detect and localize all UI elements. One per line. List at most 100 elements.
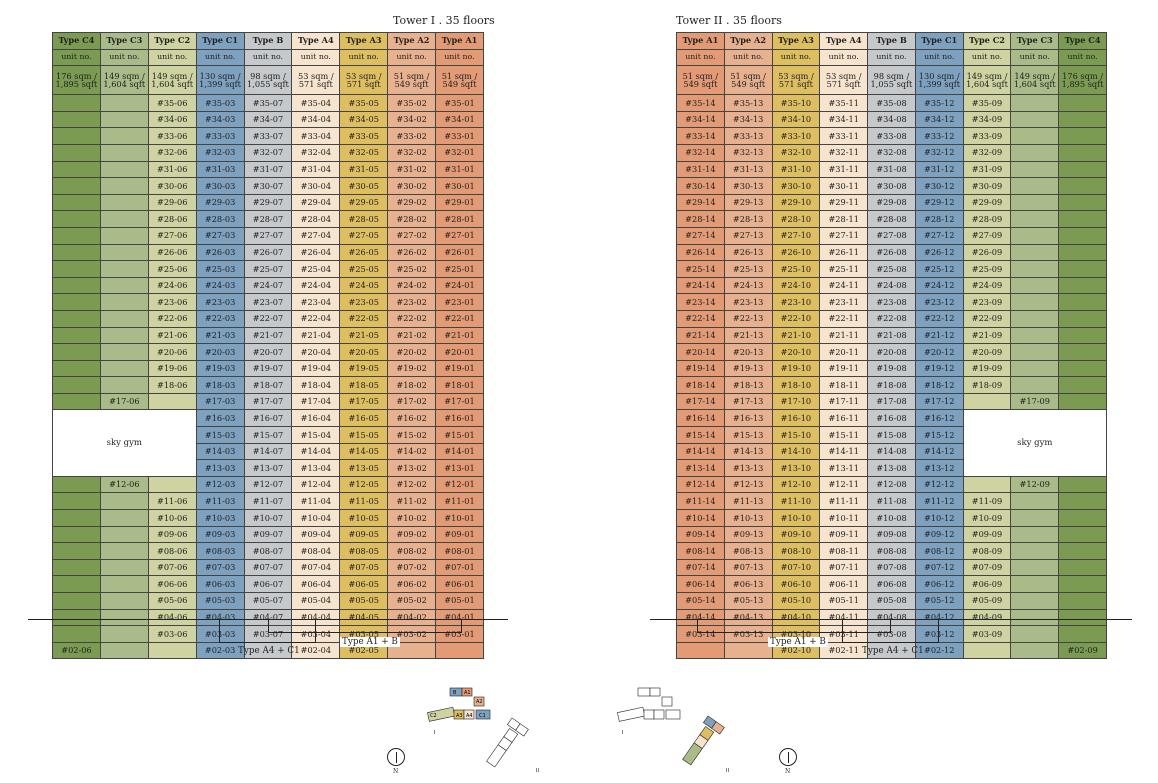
unit-cell: #30-08 <box>867 177 916 195</box>
unit-cell: #18-14 <box>676 376 725 394</box>
tower-1-bracket-a4-c1 <box>219 619 316 643</box>
col-type-c3: Type C3 <box>99 32 149 50</box>
tower-2-bracket-a4-c1 <box>842 619 939 643</box>
empty-cell <box>1010 343 1060 361</box>
unit-cell: #22-03 <box>195 309 245 328</box>
empty-cell <box>99 326 149 345</box>
empty-cell <box>1058 276 1107 295</box>
svg-text:A1: A1 <box>464 690 471 696</box>
empty-cell <box>1010 326 1060 345</box>
unit-cell: #29-12 <box>914 193 964 212</box>
unit-cell: #08-04 <box>291 542 341 560</box>
col-type-c1: Type C1 <box>914 32 964 50</box>
unit-cell: #06-11 <box>819 575 869 593</box>
empty-cell <box>1010 625 1060 643</box>
unit-cell: #17-08 <box>867 392 916 411</box>
empty-cell <box>99 558 149 577</box>
empty-cell <box>99 193 149 212</box>
svg-text:C1: C1 <box>479 713 486 719</box>
floor-row-24: #24-06 #24-03 #24-07 #24-04 #24-05 #24-02 #24-… <box>52 276 484 295</box>
unit-cell: #23-11 <box>819 293 869 311</box>
unit-cell: #12-13 <box>723 475 773 494</box>
unit-cell: #15-08 <box>867 426 916 444</box>
unit-cell <box>435 641 484 660</box>
svg-text:A2: A2 <box>476 699 483 705</box>
unit-cell: #24-09 <box>962 276 1012 295</box>
floor-row-30: #30-06 #30-03 #30-07 #30-04 #30-05 #30-02 #30-… <box>52 177 484 195</box>
unit-cell: #16-12 <box>914 409 964 428</box>
empty-cell <box>99 243 149 262</box>
unit-cell: #28-07 <box>243 210 293 228</box>
floor-row-25: #25-14 #25-13 #25-10 #25-11 #25-08 #25-12 #25-… <box>676 260 1107 278</box>
floor-row-22: #22-14 #22-13 #22-10 #22-11 #22-08 #22-12 #22-… <box>676 309 1107 328</box>
empty-cell <box>52 343 101 361</box>
unit-cell: #28-10 <box>771 210 821 228</box>
col-area-b: 98 sqm / 1,055 sqft <box>867 65 916 96</box>
unit-cell: #02-03 <box>195 641 245 660</box>
unit-cell: #09-06 <box>147 525 197 544</box>
unit-cell: #20-07 <box>243 343 293 361</box>
unit-cell: #10-10 <box>771 509 821 527</box>
unit-cell: #32-09 <box>962 143 1012 162</box>
empty-cell <box>52 509 101 527</box>
col-area-a1: 51 sqm / 549 sqft <box>435 65 484 96</box>
unit-cell: #20-03 <box>195 343 245 361</box>
floor-row-6: #06-14 #06-13 #06-10 #06-11 #06-08 #06-12 #06-… <box>676 575 1107 593</box>
floor-row-16: #16-14 #16-13 #16-10 #16-11 #16-08 #16-12 sky … <box>676 409 1108 477</box>
header-row-type: Type A1 Type A2 Type A3 Type A4 Type B Type C… <box>676 32 1107 50</box>
empty-cell <box>99 143 149 162</box>
unit-cell: #06-08 <box>867 575 916 593</box>
unit-cell: #02-12 <box>914 641 964 660</box>
unit-cell: #10-04 <box>291 509 341 527</box>
unit-cell: #32-11 <box>819 143 869 162</box>
unit-cell: #14-14 <box>676 442 725 461</box>
unit-cell: #04-05 <box>339 608 389 627</box>
empty-cell <box>1058 193 1107 212</box>
empty-cell <box>52 475 101 494</box>
unit-cell: #24-02 <box>387 276 436 295</box>
unit-cell: #24-12 <box>914 276 964 295</box>
unit-cell: #25-09 <box>962 260 1012 278</box>
unit-cell: #10-05 <box>339 509 389 527</box>
col-unit-b: unit no. <box>243 48 293 67</box>
unit-cell: #35-10 <box>771 94 821 112</box>
unit-cell: #30-09 <box>962 177 1012 195</box>
floor-row-5: #05-06 #05-03 #05-07 #05-04 #05-05 #05-02 #05-… <box>52 592 484 610</box>
svg-text:II: II <box>726 768 729 774</box>
unit-cell: #05-12 <box>914 592 964 610</box>
unit-cell: #10-06 <box>147 509 197 527</box>
empty-cell <box>1010 226 1060 245</box>
empty-cell <box>52 309 101 328</box>
unit-cell: #35-01 <box>435 94 484 112</box>
unit-cell: #21-10 <box>771 326 821 345</box>
unit-cell: #27-10 <box>771 226 821 245</box>
floor-row-14: #14-14 #14-13 #14-10 #14-11 #14-08 #14-12 <box>676 442 1107 461</box>
unit-cell: #20-08 <box>867 343 916 361</box>
unit-cell: #27-05 <box>339 226 389 245</box>
col-unit-c1: unit no. <box>195 48 245 67</box>
unit-cell: #07-08 <box>867 558 916 577</box>
unit-cell: #35-14 <box>676 94 725 112</box>
unit-cell: #27-02 <box>387 226 436 245</box>
empty-cell <box>1058 293 1107 311</box>
floor-row-12: #12-14 #12-13 #12-10 #12-11 #12-08 #12-12 #12-… <box>676 475 1107 494</box>
empty-cell <box>52 608 101 627</box>
unit-cell: #24-06 <box>147 276 197 295</box>
unit-cell: #32-05 <box>339 143 389 162</box>
empty-cell <box>1058 359 1107 378</box>
unit-cell: #08-12 <box>914 542 964 560</box>
empty-cell <box>99 210 149 228</box>
unit-cell: #09-08 <box>867 525 916 544</box>
unit-cell: #29-11 <box>819 193 869 212</box>
floor-row-13: #13-14 #13-13 #13-10 #13-11 #13-08 #13-12 <box>676 459 1107 477</box>
unit-cell: #22-11 <box>819 309 869 328</box>
floor-row-4: #04-06 #04-03 #04-07 #04-04 #04-05 #04-02 #04-… <box>52 608 484 627</box>
empty-cell <box>99 260 149 278</box>
unit-cell: #25-06 <box>147 260 197 278</box>
unit-cell: #06-01 <box>435 575 484 593</box>
empty-cell <box>52 177 101 195</box>
unit-cell: #04-03 <box>195 608 245 627</box>
floor-row-32: #32-06 #32-03 #32-07 #32-04 #32-05 #32-02 #32-… <box>52 143 484 162</box>
unit-cell: #14-12 <box>914 442 964 461</box>
empty-cell <box>52 276 101 295</box>
